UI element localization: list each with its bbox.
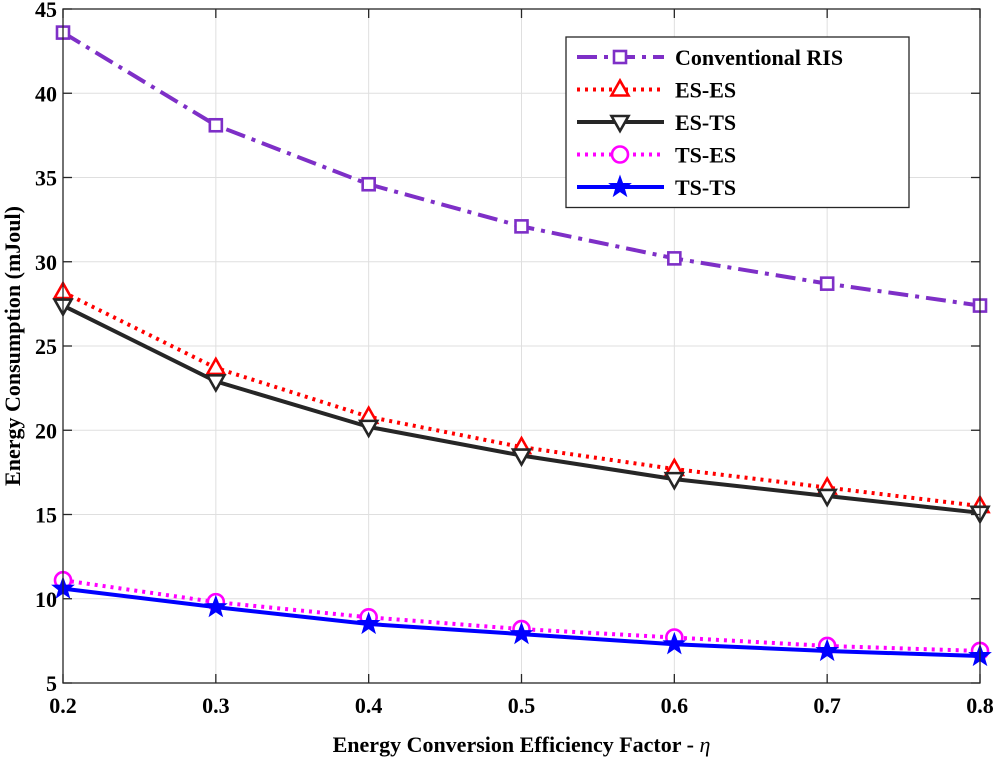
legend-entry: TS-ES: [577, 143, 736, 168]
y-tick-label: 35: [35, 166, 57, 191]
legend: Conventional RIS ES-ES ES-TS TS-ES TS-TS: [565, 36, 910, 209]
data-point: [357, 419, 380, 439]
x-tick-label: 0.3: [202, 693, 230, 718]
data-point: [203, 594, 228, 618]
data-point: [510, 448, 533, 468]
legend-entry: ES-TS: [577, 110, 736, 135]
y-tick-label: 30: [35, 250, 57, 275]
y-tick-label: 40: [35, 81, 57, 106]
legend-entry: Conventional RIS: [577, 45, 843, 70]
y-tick-labels: 5 10 15 20 25 30 35 40 45: [35, 0, 57, 696]
x-tick-label: 0.8: [966, 693, 994, 718]
x-tick-label: 0.2: [49, 693, 77, 718]
data-point: [514, 219, 529, 234]
x-tick-labels: 0.2 0.3 0.4 0.5 0.6 0.7 0.8: [49, 693, 994, 718]
legend-entry: ES-ES: [577, 78, 736, 103]
x-tick-label: 0.7: [813, 693, 841, 718]
data-point: [815, 638, 840, 662]
legend-entry: TS-TS: [577, 174, 736, 200]
legend-marker: [608, 174, 632, 198]
y-tick-label: 5: [46, 671, 57, 696]
legend-marker: [610, 145, 630, 164]
data-point: [663, 471, 686, 491]
legend-label: Conventional RIS: [675, 45, 843, 70]
data-point: [208, 117, 224, 133]
data-point: [356, 611, 381, 635]
legend-label: TS-ES: [675, 143, 736, 168]
y-tick-label: 20: [35, 418, 57, 443]
y-axis-label: Energy Consumption (mJoul): [0, 206, 25, 486]
x-tick-label: 0.6: [661, 693, 689, 718]
y-tick-label: 10: [35, 587, 57, 612]
x-tick-label: 0.5: [508, 693, 536, 718]
legend-marker: [612, 49, 628, 65]
legend-label: TS-TS: [675, 175, 736, 200]
data-point: [205, 374, 227, 394]
series-layer: [51, 25, 992, 667]
data-point: [662, 631, 687, 655]
legend-marker: [609, 114, 631, 134]
data-point: [509, 621, 534, 645]
x-axis-label-text: Energy Conversion Efficiency Factor -: [333, 732, 700, 757]
data-point: [361, 176, 376, 192]
y-tick-label: 15: [35, 503, 57, 528]
x-axis-label: Energy Conversion Efficiency Factor - η: [333, 732, 711, 757]
data-point: [816, 488, 838, 508]
data-point: [819, 276, 835, 291]
y-tick-label: 45: [35, 0, 57, 22]
legend-label: ES-TS: [675, 110, 736, 135]
axis-ticks: [62, 8, 981, 684]
legend-marker: [609, 77, 631, 97]
y-tick-label: 25: [35, 334, 57, 359]
data-point: [205, 356, 227, 376]
eta-symbol: η: [699, 732, 710, 757]
legend-label: ES-ES: [675, 78, 736, 103]
x-tick-label: 0.4: [355, 693, 383, 718]
data-point: [667, 251, 682, 266]
